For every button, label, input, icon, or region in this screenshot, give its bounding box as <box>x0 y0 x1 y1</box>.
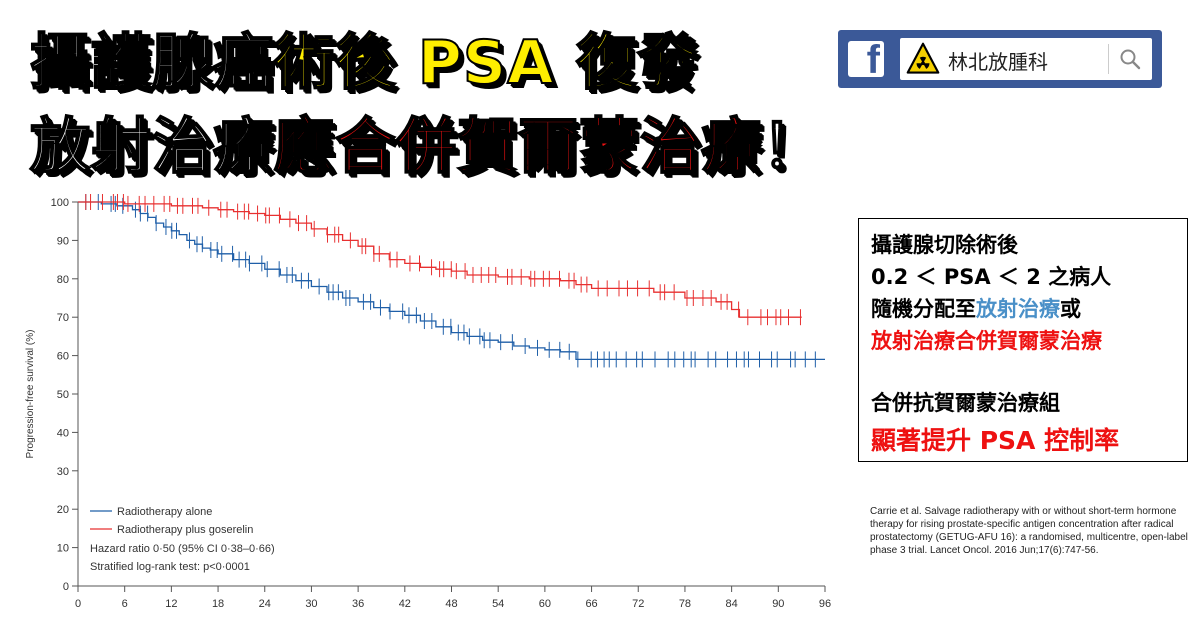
callout-line-3-suffix: 或 <box>1060 297 1081 321</box>
callout-line-3-prefix: 隨機分配至 <box>871 297 976 321</box>
x-tick-label-60: 60 <box>539 598 551 610</box>
callout-line-2: 0.2 ＜ PSA ＜ 2 之病人 <box>871 265 1112 289</box>
headline-line1-segment-1: 術後 PSA 復發 <box>273 27 699 99</box>
callout-line-1: 攝護腺切除術後 <box>871 233 1018 257</box>
x-tick-label-66: 66 <box>585 598 597 610</box>
x-tick-label-18: 18 <box>212 598 224 610</box>
headline-line2-segment-1: 應合併賀爾蒙治療 <box>273 111 762 183</box>
x-tick-label-96: 96 <box>819 598 831 610</box>
x-tick-label-24: 24 <box>259 598 271 610</box>
x-tick-label-6: 6 <box>122 598 128 610</box>
headline-line-2: 放射治療應合併賀爾蒙治療！ <box>29 111 823 183</box>
y-tick-label-50: 50 <box>57 389 69 401</box>
x-tick-label-48: 48 <box>445 598 457 610</box>
callout-line-5: 合併抗賀爾蒙治療組 <box>871 391 1060 415</box>
x-tick-label-84: 84 <box>726 598 738 610</box>
x-tick-label-54: 54 <box>492 598 504 610</box>
x-tick-label-12: 12 <box>165 598 177 610</box>
y-tick-label-10: 10 <box>57 543 69 555</box>
chart-annotation-1: Stratified log-rank test: p<0·0001 <box>90 561 250 573</box>
x-tick-label-0: 0 <box>75 598 81 610</box>
facebook-page-name[interactable]: 林北放腫科 <box>948 50 1048 74</box>
y-tick-label-40: 40 <box>57 427 69 439</box>
y-tick-label-100: 100 <box>51 197 69 209</box>
summary-callout: 攝護腺切除術後 0.2 ＜ PSA ＜ 2 之病人 隨機分配至放射治療或 放射治… <box>858 218 1188 462</box>
legend-label-0: Radiotherapy alone <box>117 506 212 518</box>
y-tick-label-20: 20 <box>57 504 69 516</box>
x-tick-label-90: 90 <box>772 598 784 610</box>
headline-line-1: 攝護腺癌術後 PSA 復發 <box>29 27 699 99</box>
callout-line-3-highlight: 放射治療 <box>976 297 1060 321</box>
y-tick-label-0: 0 <box>63 581 69 593</box>
y-tick-label-90: 90 <box>57 235 69 247</box>
legend-label-1: Radiotherapy plus goserelin <box>117 524 253 536</box>
headline-line1-segment-0: 攝護腺癌 <box>29 27 274 99</box>
y-tick-label-80: 80 <box>57 274 69 286</box>
callout-line-3: 隨機分配至放射治療或 <box>871 293 1081 323</box>
x-tick-label-30: 30 <box>305 598 317 610</box>
x-tick-label-72: 72 <box>632 598 644 610</box>
facebook-logo-letter: f <box>866 41 880 77</box>
facebook-page-bar[interactable]: f 林北放腫科 <box>838 30 1162 88</box>
callout-line-4: 放射治療合併賀爾蒙治療 <box>871 329 1102 353</box>
search-divider <box>1108 44 1109 74</box>
kaplan-meier-chart: 0 10 20 30 40 50 60 70 80 90 100 0 6 12 18 24 30 36 42 48 54… <box>25 194 831 610</box>
search-icon[interactable] <box>1118 47 1142 71</box>
headline-line2-segment-0: 放射治療 <box>29 111 274 183</box>
series-0-line <box>78 201 825 361</box>
y-tick-label-60: 60 <box>57 351 69 363</box>
facebook-logo-icon[interactable]: f <box>848 41 884 77</box>
headline-line2-segment-2: ！ <box>761 111 823 183</box>
x-tick-label-42: 42 <box>399 598 411 610</box>
page-search-box[interactable]: 林北放腫科 <box>900 38 1152 80</box>
citation-text: Carrie et al. Salvage radiotherapy with … <box>870 506 1188 556</box>
radiation-warning-icon <box>906 42 940 74</box>
callout-line-6: 顯著提升 PSA 控制率 <box>871 426 1120 455</box>
y-axis-label: Progression-free survival (%) <box>25 330 36 459</box>
x-tick-label-36: 36 <box>352 598 364 610</box>
series-1-line <box>78 201 802 318</box>
chart-annotation-0: Hazard ratio 0·50 (95% CI 0·38–0·66) <box>90 543 275 555</box>
y-tick-label-30: 30 <box>57 466 69 478</box>
x-tick-label-78: 78 <box>679 598 691 610</box>
y-tick-label-70: 70 <box>57 312 69 324</box>
